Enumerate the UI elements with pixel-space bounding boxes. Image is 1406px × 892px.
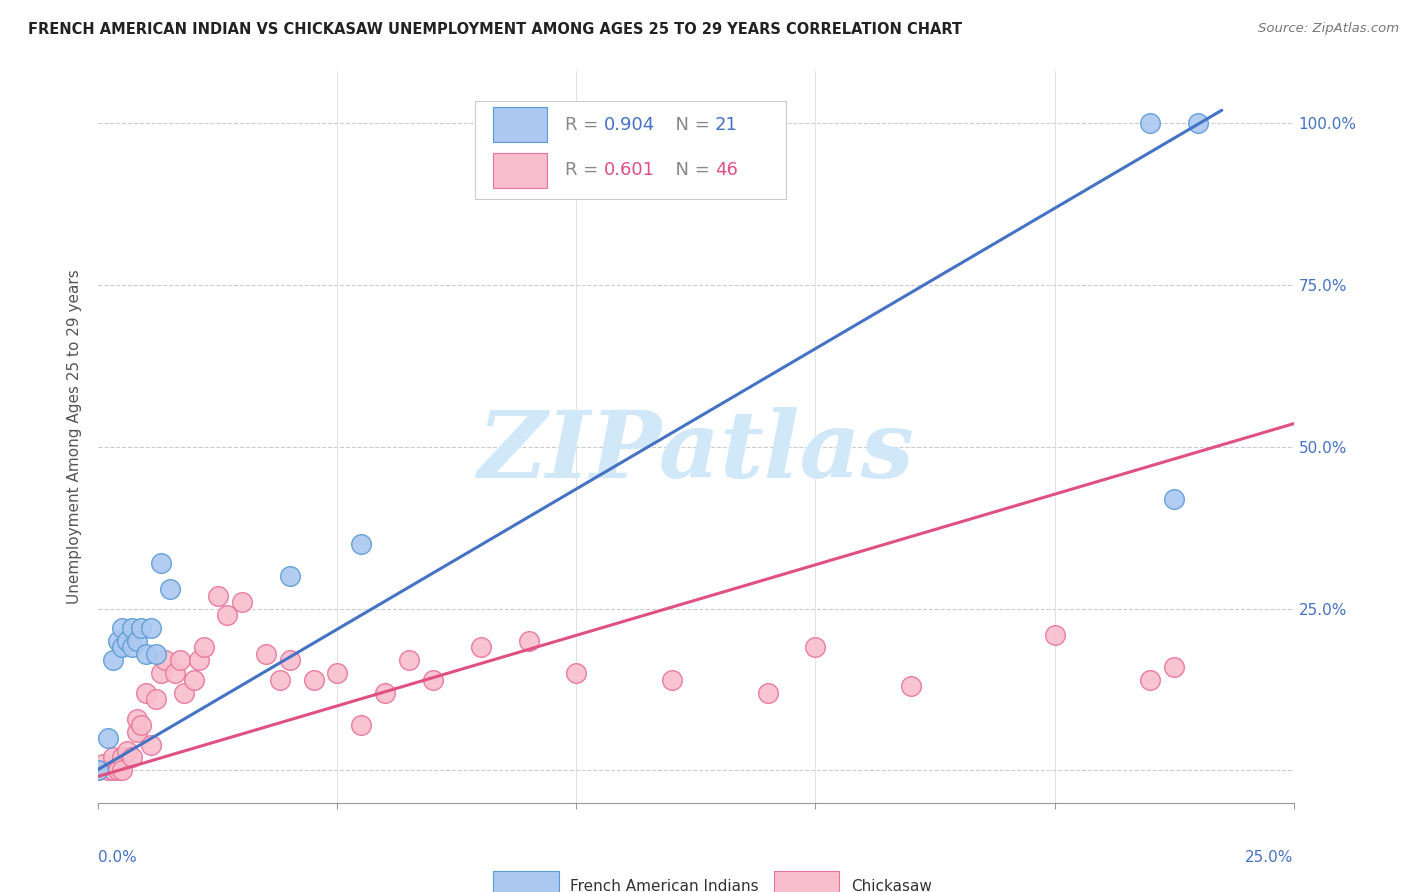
Point — [254, 647, 277, 661]
Text: Chickasaw: Chickasaw — [852, 880, 932, 892]
Text: N =: N = — [664, 161, 716, 179]
Point — [1043, 627, 1066, 641]
Point — [163, 666, 186, 681]
Text: 21: 21 — [716, 116, 738, 134]
Point — [350, 718, 373, 732]
Point — [155, 653, 177, 667]
Point — [145, 692, 167, 706]
Point — [131, 621, 153, 635]
Point — [173, 686, 195, 700]
Point — [135, 647, 157, 661]
Point — [278, 653, 301, 667]
Point — [183, 673, 205, 687]
Point — [804, 640, 827, 655]
Point — [101, 750, 124, 764]
Point — [145, 647, 167, 661]
Point — [149, 666, 172, 681]
Point — [207, 589, 229, 603]
Point — [149, 557, 172, 571]
Text: R =: R = — [565, 116, 603, 134]
FancyBboxPatch shape — [494, 107, 547, 143]
Point — [139, 738, 162, 752]
Point — [115, 744, 138, 758]
Point — [565, 666, 588, 681]
Text: R =: R = — [565, 161, 603, 179]
Point — [231, 595, 253, 609]
Point — [374, 686, 396, 700]
Point — [661, 673, 683, 687]
Point — [107, 634, 129, 648]
FancyBboxPatch shape — [494, 153, 547, 187]
Text: Source: ZipAtlas.com: Source: ZipAtlas.com — [1258, 22, 1399, 36]
FancyBboxPatch shape — [494, 871, 558, 892]
Point — [125, 724, 148, 739]
Point — [125, 634, 148, 648]
Point — [193, 640, 215, 655]
Point — [470, 640, 492, 655]
Text: 0.904: 0.904 — [605, 116, 655, 134]
Text: ZIPatlas: ZIPatlas — [478, 407, 914, 497]
Point — [111, 640, 134, 655]
Text: FRENCH AMERICAN INDIAN VS CHICKASAW UNEMPLOYMENT AMONG AGES 25 TO 29 YEARS CORRE: FRENCH AMERICAN INDIAN VS CHICKASAW UNEM… — [28, 22, 962, 37]
Point — [1187, 116, 1209, 130]
Point — [125, 712, 148, 726]
Point — [1163, 491, 1185, 506]
Text: 46: 46 — [716, 161, 738, 179]
Text: French American Indians: French American Indians — [571, 880, 759, 892]
Point — [326, 666, 349, 681]
Point — [121, 621, 143, 635]
Point — [278, 569, 301, 583]
Point — [101, 764, 124, 778]
Point — [517, 634, 540, 648]
Point — [139, 621, 162, 635]
Point — [1139, 673, 1161, 687]
Point — [398, 653, 420, 667]
Point — [111, 750, 134, 764]
FancyBboxPatch shape — [475, 101, 786, 200]
Point — [187, 653, 209, 667]
Point — [101, 653, 124, 667]
Point — [91, 756, 114, 771]
Point — [111, 764, 134, 778]
Y-axis label: Unemployment Among Ages 25 to 29 years: Unemployment Among Ages 25 to 29 years — [67, 269, 83, 605]
Point — [350, 537, 373, 551]
Point — [217, 608, 239, 623]
Point — [97, 731, 120, 745]
Point — [111, 621, 134, 635]
Point — [97, 764, 120, 778]
Point — [121, 750, 143, 764]
FancyBboxPatch shape — [773, 871, 839, 892]
Point — [135, 686, 157, 700]
Point — [115, 634, 138, 648]
Text: 0.0%: 0.0% — [98, 850, 138, 865]
Point — [1139, 116, 1161, 130]
Point — [900, 679, 922, 693]
Text: N =: N = — [664, 116, 716, 134]
Point — [121, 640, 143, 655]
Point — [169, 653, 191, 667]
Point — [87, 764, 110, 778]
Point — [422, 673, 444, 687]
Point — [756, 686, 779, 700]
Point — [107, 764, 129, 778]
Point — [159, 582, 181, 597]
Point — [131, 718, 153, 732]
Point — [87, 764, 110, 778]
Text: 25.0%: 25.0% — [1246, 850, 1294, 865]
Text: 0.601: 0.601 — [605, 161, 655, 179]
Point — [1163, 660, 1185, 674]
Point — [269, 673, 291, 687]
Point — [302, 673, 325, 687]
